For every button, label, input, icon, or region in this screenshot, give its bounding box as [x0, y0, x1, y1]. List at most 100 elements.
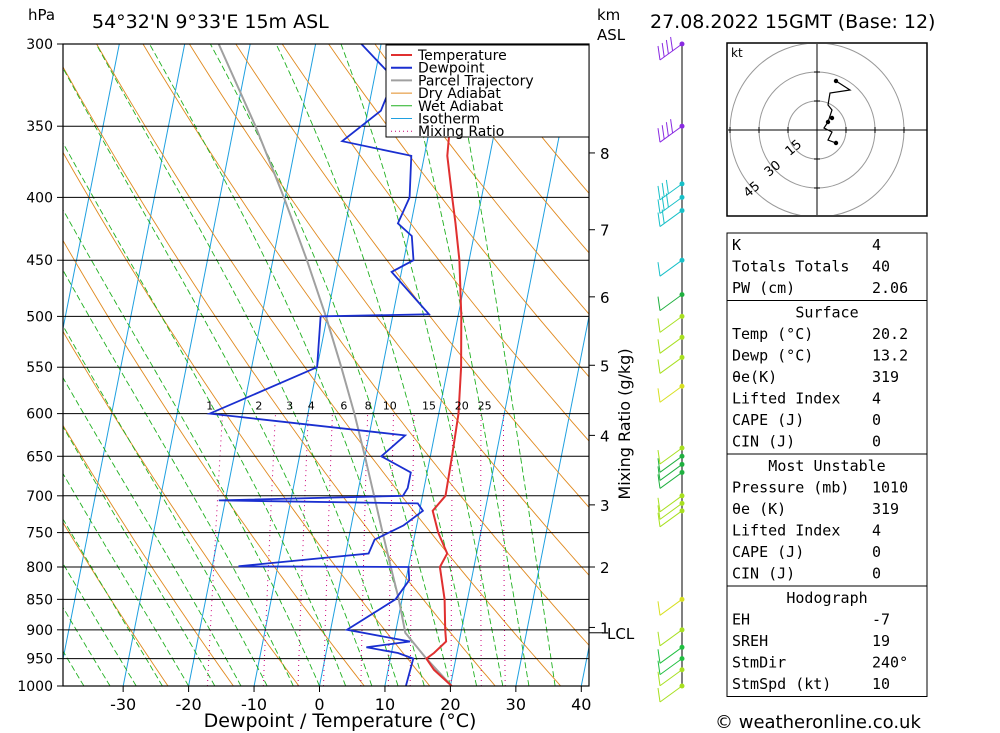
wind-barb-staff [659, 385, 683, 403]
wind-barb-staff [659, 294, 683, 312]
table-row-value: 0 [872, 565, 881, 583]
mixing-ratio-label: 4 [308, 400, 315, 413]
isotherm-line [63, 44, 186, 662]
wind-barb-flag [657, 687, 661, 703]
isotherm-line [63, 44, 120, 331]
pressure-tick-label: 400 [26, 190, 53, 206]
dry-adiabat-line [281, 44, 589, 442]
mixing-ratio-label: 8 [365, 400, 372, 413]
wind-barb-staff [659, 502, 683, 520]
isotherm-line [188, 44, 317, 686]
dry-adiabat-line [328, 44, 589, 378]
wind-barb-flag [657, 458, 661, 473]
table-row-value: 40 [872, 258, 890, 276]
legend-entry: Dry Adiabat [418, 86, 501, 102]
pressure-tick-label: 300 [26, 37, 53, 53]
height-tick-label: 6 [600, 289, 610, 307]
wind-barb-flag [670, 36, 674, 52]
wind-barb-flag [657, 466, 661, 481]
table-row-label: Totals Totals [732, 258, 849, 276]
dry-adiabat-line [420, 44, 589, 254]
wind-barb-flag [657, 505, 661, 520]
wind-barb [657, 354, 685, 374]
wind-barb-staff [659, 125, 683, 143]
wind-barb [657, 656, 685, 676]
wind-barb [657, 683, 685, 703]
wind-barb-flag [657, 631, 661, 646]
wind-barb-flag [657, 262, 661, 277]
dry-adiabat-line [374, 44, 589, 315]
legend-entry: Wet Adiabat [418, 99, 504, 115]
mixing-ratio-label: 10 [383, 400, 397, 413]
wind-barb-flag [661, 42, 665, 58]
table-row-label: Lifted Index [732, 522, 840, 540]
wind-barb [657, 469, 685, 489]
table-row-value: 10 [872, 675, 890, 693]
wind-barb-flag [657, 212, 661, 227]
pressure-tick-label: 950 [26, 652, 53, 668]
table-row-label: CIN (J) [732, 565, 795, 583]
wind-barb-staff [659, 472, 683, 489]
temperature-tick-label: -10 [241, 695, 267, 714]
wind-barb [657, 179, 685, 201]
table-row-value: 2.06 [872, 279, 908, 297]
wind-barb-flag [657, 512, 661, 527]
pressure-tick-label: 850 [26, 592, 53, 608]
wind-barb-flag [657, 497, 661, 512]
table-row-value: 240° [872, 654, 908, 672]
table-row-label: StmSpd (kt) [732, 675, 831, 693]
mixing-ratio-label: 25 [478, 400, 492, 413]
wind-barb-staff [659, 183, 683, 201]
wind-barb [657, 453, 685, 473]
table-row-label: Lifted Index [732, 390, 840, 408]
isotherm-line [319, 44, 447, 686]
wind-barb-flag [661, 182, 665, 197]
table-row-value: 20.2 [872, 325, 908, 343]
wind-barb [657, 493, 685, 513]
table-row-value: 319 [872, 500, 899, 518]
table-row-label: SREH [732, 632, 768, 650]
wet-adiabat-line [63, 324, 268, 686]
wind-barb [657, 208, 685, 227]
dry-adiabat-line [63, 239, 365, 686]
mixing-ratio-label: 20 [455, 400, 469, 413]
temperature-tick-label: 20 [440, 695, 460, 714]
table-row-value: 4 [872, 522, 881, 540]
table-row-label: StmDir [732, 654, 786, 672]
wind-barb-staff [659, 685, 683, 703]
mixing-ratio-label: 6 [340, 400, 347, 413]
isotherm-line [449, 44, 578, 686]
wet-adiabat-line [63, 142, 347, 686]
temperature-tick-label: 30 [506, 695, 526, 714]
wind-barb-flag [657, 359, 661, 374]
table-title: Hodograph [786, 589, 867, 607]
pressure-unit: hPa [28, 6, 55, 24]
table-row-label: Temp (°C) [732, 325, 813, 343]
wind-barb-staff [659, 455, 683, 473]
wind-barb-flag [661, 125, 665, 140]
wet-adiabat-line [399, 44, 530, 686]
table-row-value: 19 [872, 632, 890, 650]
hodograph-point [825, 119, 831, 125]
wind-barb-flag [665, 179, 669, 194]
table-row-label: EH [732, 611, 750, 629]
table-row-label: PW (cm) [732, 279, 795, 297]
mixing-ratio-line [480, 413, 482, 686]
table-row-label: CAPE (J) [732, 543, 804, 561]
wind-barb-staff [659, 336, 683, 354]
wet-adiabat-line [63, 67, 373, 686]
height-tick-label: 1 [600, 619, 610, 637]
asl-unit: ASL [597, 26, 626, 44]
wind-barb [657, 667, 685, 687]
wind-barb [657, 313, 685, 333]
wet-adiabat-line [63, 606, 111, 686]
wind-barb-staff [659, 646, 683, 664]
datetime-title: 27.08.2022 15GMT (Base: 12) [650, 11, 935, 33]
wind-barb-flag [657, 185, 661, 200]
wind-barb-flag [670, 119, 674, 134]
table-row-value: 4 [872, 390, 881, 408]
table-row-value: 13.2 [872, 347, 908, 365]
table-row-value: 0 [872, 411, 881, 429]
wind-barb-flag [657, 474, 661, 489]
